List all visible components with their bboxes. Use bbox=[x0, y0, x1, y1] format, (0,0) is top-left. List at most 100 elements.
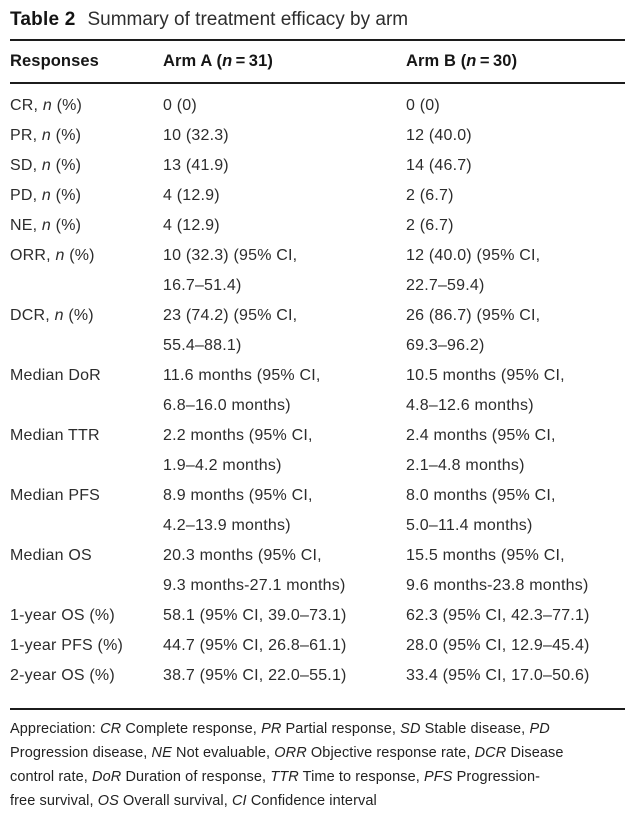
table-bottom-rule bbox=[10, 707, 625, 710]
cell-arm-b: 0 (0) bbox=[406, 91, 625, 121]
cell-line: 58.1 (95% CI, 39.0–73.1) bbox=[163, 606, 347, 624]
cell-line: 14 (46.7) bbox=[406, 156, 472, 174]
cell-line: 15.5 months (95% CI, bbox=[406, 546, 565, 564]
table-footnote: Appreciation: CR Complete response, PR P… bbox=[10, 710, 625, 813]
cell-arm-b: 33.4 (95% CI, 17.0–50.6) bbox=[406, 661, 625, 691]
cell-arm-b: 2 (6.7) bbox=[406, 211, 625, 241]
cell-arm-b: 26 (86.7) (95% CI, 69.3–96.2) bbox=[406, 301, 625, 361]
cell-line: 10 (32.3) (95% CI, bbox=[163, 246, 298, 264]
cell-arm-a: 4 (12.9) bbox=[163, 181, 406, 211]
cell-arm-b: 15.5 months (95% CI, 9.6 months-23.8 mont… bbox=[406, 541, 625, 601]
table-row: NE, n (%) 4 (12.9) 2 (6.7) bbox=[10, 211, 625, 241]
cell-line: 9.3 months-27.1 months) bbox=[163, 576, 346, 594]
cell-arm-b: 8.0 months (95% CI, 5.0–11.4 months) bbox=[406, 481, 625, 541]
table-row: 1-year OS (%) 58.1 (95% CI, 39.0–73.1) 62.… bbox=[10, 601, 625, 631]
cell-arm-b: 10.5 months (95% CI, 4.8–12.6 months) bbox=[406, 361, 625, 421]
cell-line: 8.0 months (95% CI, bbox=[406, 486, 556, 504]
row-label: NE, n (%) bbox=[10, 216, 82, 234]
cell-arm-b: 28.0 (95% CI, 12.9–45.4) bbox=[406, 631, 625, 661]
table-row: PD, n (%) 4 (12.9) 2 (6.7) bbox=[10, 181, 625, 211]
cell-line: 13 (41.9) bbox=[163, 156, 229, 174]
cell-arm-a: 44.7 (95% CI, 26.8–61.1) bbox=[163, 631, 406, 661]
cell-line: 11.6 months (95% CI, bbox=[163, 366, 321, 384]
cell-line: 38.7 (95% CI, 22.0–55.1) bbox=[163, 666, 347, 684]
table-row: SD, n (%) 13 (41.9) 14 (46.7) bbox=[10, 151, 625, 181]
table-title: Table 2 Summary of treatment efficacy by… bbox=[10, 8, 625, 32]
cell-arm-b: 12 (40.0) (95% CI, 22.7–59.4) bbox=[406, 241, 625, 301]
cell-arm-a: 20.3 months (95% CI, 9.3 months-27.1 mont… bbox=[163, 541, 406, 601]
row-label: Median PFS bbox=[10, 486, 101, 504]
table-body: CR, n (%) 0 (0) 0 (0) PR, n (%) 10 (32.3) 12 … bbox=[10, 84, 625, 708]
table-row: ORR, n (%) 10 (32.3) (95% CI, 16.7–51.4) 12… bbox=[10, 241, 625, 301]
cell-line: 10 (32.3) bbox=[163, 126, 229, 144]
row-label: PD, n (%) bbox=[10, 186, 82, 204]
table-header-rule bbox=[10, 82, 625, 84]
row-label: SD, n (%) bbox=[10, 156, 82, 174]
cell-line: 20.3 months (95% CI, bbox=[163, 546, 322, 564]
cell-arm-a: 23 (74.2) (95% CI, 55.4–88.1) bbox=[163, 301, 406, 361]
row-label: Median DoR bbox=[10, 366, 101, 384]
cell-arm-b: 12 (40.0) bbox=[406, 121, 625, 151]
cell-line: 2.4 months (95% CI, bbox=[406, 426, 556, 444]
row-label: DCR, n (%) bbox=[10, 306, 94, 324]
cell-line: 12 (40.0) bbox=[406, 126, 472, 144]
cell-line: 22.7–59.4) bbox=[406, 276, 485, 294]
column-header-responses: Responses bbox=[10, 52, 99, 70]
row-label: CR, n (%) bbox=[10, 96, 83, 114]
cell-arm-a: 11.6 months (95% CI, 6.8–16.0 months) bbox=[163, 361, 406, 421]
cell-arm-b: 14 (46.7) bbox=[406, 151, 625, 181]
cell-line: 8.9 months (95% CI, bbox=[163, 486, 313, 504]
table-caption: Summary of treatment efficacy by arm bbox=[87, 9, 409, 30]
cell-arm-a: 10 (32.3) bbox=[163, 121, 406, 151]
cell-line: 0 (0) bbox=[163, 96, 197, 114]
table-row: Median OS 20.3 months (95% CI, 9.3 months-… bbox=[10, 541, 625, 601]
row-label: 1-year PFS (%) bbox=[10, 636, 124, 654]
cell-arm-a: 13 (41.9) bbox=[163, 151, 406, 181]
table-row: Median PFS 8.9 months (95% CI, 4.2–13.9 mo… bbox=[10, 481, 625, 541]
cell-line: 33.4 (95% CI, 17.0–50.6) bbox=[406, 666, 590, 684]
table-row: 2-year OS (%) 38.7 (95% CI, 22.0–55.1) 33.… bbox=[10, 661, 625, 691]
cell-line: 5.0–11.4 months) bbox=[406, 516, 533, 534]
cell-line: 2.1–4.8 months) bbox=[406, 456, 525, 474]
footnote-line: free survival, OS Overall survival, CI C… bbox=[10, 792, 377, 809]
cell-line: 2.2 months (95% CI, bbox=[163, 426, 313, 444]
cell-line: 4 (12.9) bbox=[163, 186, 220, 204]
cell-line: 9.6 months-23.8 months) bbox=[406, 576, 589, 594]
cell-line: 55.4–88.1) bbox=[163, 336, 242, 354]
footnote-line: Appreciation: CR Complete response, PR P… bbox=[10, 720, 550, 737]
cell-line: 23 (74.2) (95% CI, bbox=[163, 306, 298, 324]
cell-line: 4 (12.9) bbox=[163, 216, 220, 234]
cell-line: 44.7 (95% CI, 26.8–61.1) bbox=[163, 636, 347, 654]
cell-arm-a: 2.2 months (95% CI, 1.9–4.2 months) bbox=[163, 421, 406, 481]
column-header-arm-a: Arm A (n = 31) bbox=[163, 52, 273, 70]
table-row: CR, n (%) 0 (0) 0 (0) bbox=[10, 91, 625, 121]
cell-line: 62.3 (95% CI, 42.3–77.1) bbox=[406, 606, 590, 624]
cell-line: 0 (0) bbox=[406, 96, 440, 114]
cell-line: 1.9–4.2 months) bbox=[163, 456, 282, 474]
footnote-line: control rate, DoR Duration of response, … bbox=[10, 768, 541, 785]
cell-line: 4.2–13.9 months) bbox=[163, 516, 291, 534]
table-header-row: Responses Arm A (n = 31) Arm B (n = 30) bbox=[10, 41, 625, 82]
row-label: 2-year OS (%) bbox=[10, 666, 115, 684]
cell-line: 2 (6.7) bbox=[406, 216, 454, 234]
table-top-rule bbox=[10, 39, 625, 41]
cell-line: 2 (6.7) bbox=[406, 186, 454, 204]
cell-line: 69.3–96.2) bbox=[406, 336, 485, 354]
table-row: PR, n (%) 10 (32.3) 12 (40.0) bbox=[10, 121, 625, 151]
cell-arm-a: 0 (0) bbox=[163, 91, 406, 121]
cell-line: 10.5 months (95% CI, bbox=[406, 366, 565, 384]
cell-arm-a: 58.1 (95% CI, 39.0–73.1) bbox=[163, 601, 406, 631]
cell-arm-a: 38.7 (95% CI, 22.0–55.1) bbox=[163, 661, 406, 691]
row-label: ORR, n (%) bbox=[10, 246, 95, 264]
row-label: Median TTR bbox=[10, 426, 100, 444]
cell-arm-a: 10 (32.3) (95% CI, 16.7–51.4) bbox=[163, 241, 406, 301]
cell-arm-a: 4 (12.9) bbox=[163, 211, 406, 241]
row-label: Median OS bbox=[10, 546, 92, 564]
cell-line: 16.7–51.4) bbox=[163, 276, 242, 294]
cell-arm-a: 8.9 months (95% CI, 4.2–13.9 months) bbox=[163, 481, 406, 541]
table-row: Median TTR 2.2 months (95% CI, 1.9–4.2 mon… bbox=[10, 421, 625, 481]
table-row: DCR, n (%) 23 (74.2) (95% CI, 55.4–88.1) 26… bbox=[10, 301, 625, 361]
table-row: Median DoR 11.6 months (95% CI, 6.8–16.0 m… bbox=[10, 361, 625, 421]
cell-line: 28.0 (95% CI, 12.9–45.4) bbox=[406, 636, 590, 654]
